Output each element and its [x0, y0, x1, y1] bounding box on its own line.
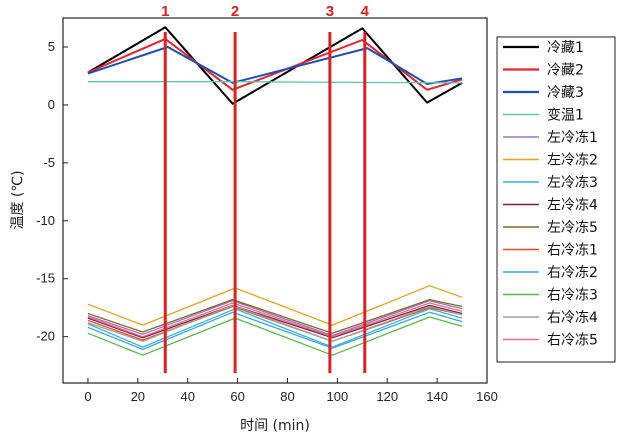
series-line-1: [87, 26, 463, 105]
series-line-8: [87, 304, 463, 339]
y-tick-label: -20: [36, 329, 55, 344]
x-tick-label: 100: [327, 389, 349, 404]
legend-label: 左冷冻1: [547, 129, 598, 146]
series-line-12: [87, 316, 463, 356]
marker-label-1: 1: [161, 3, 169, 20]
legend-label: 冷藏1: [547, 40, 584, 56]
series-line-4: [87, 81, 463, 84]
series-line-5: [87, 300, 463, 337]
series-line-2: [87, 37, 463, 91]
x-tick-label: 0: [84, 389, 91, 404]
y-tick-label: -10: [36, 213, 55, 228]
legend-label: 右冷冻5: [547, 332, 598, 349]
x-tick-label: 160: [476, 389, 498, 404]
y-tick-label: -15: [36, 271, 55, 286]
series-line-7: [87, 308, 463, 348]
x-axis: 0 20 40 60 80 100 120 140 160: [84, 378, 498, 404]
marker-label-4: 4: [361, 3, 370, 20]
x-tick-label: 40: [180, 389, 194, 404]
y-tick-label: 0: [48, 97, 55, 112]
x-tick-label: 120: [376, 389, 398, 404]
marker-label-3: 3: [326, 3, 334, 20]
legend-label: 冷藏2: [547, 63, 584, 79]
x-tick-label: 140: [426, 389, 448, 404]
legend-label: 右冷冻2: [547, 264, 598, 281]
legend-label: 左冷冻3: [547, 174, 598, 191]
x-tick-label: 20: [131, 389, 145, 404]
x-axis-title: 时间 (min): [240, 418, 310, 434]
series-line-9: [87, 298, 463, 334]
series-line-14: [87, 302, 463, 338]
legend-label: 左冷冻2: [547, 152, 598, 169]
legend-label: 左冷冻5: [547, 219, 598, 236]
legend-label: 右冷冻4: [547, 309, 598, 326]
marker-label-2: 2: [231, 3, 239, 20]
vertical-markers: 1 2 3 4: [161, 3, 370, 373]
legend-label: 左冷冻4: [547, 197, 598, 214]
legend: 冷藏1 冷藏2 冷藏3 变温1 左冷冻1 左冷冻2 左冷冻3 左冷冻4 左冷冻5 右冷冻1 右冷冻2…: [503, 40, 598, 349]
legend-label: 变温1: [547, 108, 584, 124]
series-line-6: [87, 285, 463, 326]
series-line-13: [87, 304, 463, 342]
y-axis: 5 0 -5 -10 -15 -20: [36, 39, 68, 344]
plot-series-area: [87, 26, 463, 356]
legend-label: 右冷冻1: [547, 242, 598, 259]
y-axis-title: 温度 (℃): [10, 170, 26, 229]
y-tick-label: -5: [43, 155, 55, 170]
series-line-11: [87, 311, 463, 351]
x-tick-label: 60: [230, 389, 244, 404]
x-tick-label: 80: [280, 389, 294, 404]
legend-label: 右冷冻3: [547, 287, 598, 304]
plot-frame: [62, 17, 488, 384]
legend-label: 冷藏3: [547, 85, 584, 101]
y-tick-label: 5: [48, 39, 55, 54]
